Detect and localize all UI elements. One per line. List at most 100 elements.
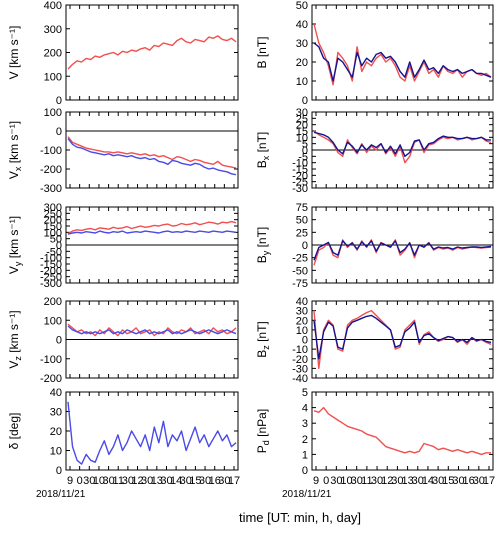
x-tick-label: 30 <box>330 475 342 487</box>
plot-frame <box>311 391 494 471</box>
y-tick-label: 25 <box>296 113 308 125</box>
y-tick-label: -75 <box>292 278 308 290</box>
x-tick-label: 14 <box>170 475 182 487</box>
y-tick-label: 10 <box>296 76 308 88</box>
x-tick-label: 30 <box>351 475 363 487</box>
y-tick-label: -40 <box>292 373 308 385</box>
x-tick-label: 16 <box>209 475 221 487</box>
y-tick-label: 30 <box>296 107 308 119</box>
y-tick-label: 200 <box>44 48 62 60</box>
series-line <box>67 401 237 465</box>
y-tick-label: -10 <box>292 344 308 356</box>
y-tick-label: 3 <box>302 418 308 430</box>
series-line <box>67 138 237 176</box>
panel-b: 0 10 20 30 40 50 B [nT] <box>255 0 494 107</box>
x-tick-label: 30 <box>432 475 444 487</box>
x-tick-label: 15 <box>442 475 454 487</box>
series-line <box>313 406 491 456</box>
x-tick-label: 30 <box>412 475 424 487</box>
y-tick-label: 0 <box>302 335 308 347</box>
x-tick-label: 13 <box>401 475 413 487</box>
x-tick-label: 0 <box>77 475 83 487</box>
x-tick-label: 30 <box>160 475 172 487</box>
y-axis-label: Vx [km s⁻¹] <box>7 121 23 179</box>
x-tick-label: 30 <box>199 475 211 487</box>
x-tick-label: 13 <box>151 475 163 487</box>
y-tick-label: 0 <box>302 240 308 252</box>
series-line <box>313 314 492 360</box>
x-tick-label: 9 <box>313 475 319 487</box>
y-tick-label: -15 <box>292 164 308 176</box>
y-tick-label: -250 <box>40 272 62 284</box>
y-tick-label: 100 <box>44 227 62 239</box>
series-line <box>313 131 491 158</box>
y-tick-label: 30 <box>50 407 62 419</box>
panel-vz: -200 -100 0 100 200 Vz [km s⁻¹] <box>7 296 239 385</box>
y-tick-label: -100 <box>40 253 62 265</box>
y-tick-label: 10 <box>50 446 62 458</box>
y-tick-label: 50 <box>50 234 62 246</box>
y-tick-label: 25 <box>296 227 308 239</box>
y-tick-label: 40 <box>296 19 308 31</box>
y-axis-label: Bz [nT] <box>255 321 271 358</box>
y-tick-label: 5 <box>302 139 308 151</box>
y-tick-label: -100 <box>40 354 62 366</box>
x-tick-label: 10 <box>340 475 352 487</box>
y-tick-label: -150 <box>40 259 62 271</box>
y-tick-label: 100 <box>44 71 62 83</box>
y-tick-label: -200 <box>40 373 62 385</box>
y-axis-label: Vy [km s⁻¹] <box>7 216 23 274</box>
x-axis-title: time [UT: min, h, day] <box>239 510 361 525</box>
date-label: 2018/11/21 <box>36 489 86 500</box>
y-axis-label: V [km s⁻¹] <box>7 26 21 80</box>
x-tick-label: 14 <box>422 475 434 487</box>
y-tick-label: 150 <box>44 221 62 233</box>
y-tick-label: 0 <box>56 240 62 252</box>
y-axis-label: Bx [nT] <box>255 132 271 169</box>
y-tick-label: 0 <box>302 465 308 477</box>
y-tick-label: -100 <box>40 145 62 157</box>
y-tick-label: 0 <box>56 126 62 138</box>
y-tick-label: 15 <box>296 126 308 138</box>
x-tick-label: 12 <box>381 475 393 487</box>
y-tick-label: 4 <box>302 403 308 415</box>
x-tick-label: 11 <box>113 475 124 487</box>
y-tick-label: 0 <box>302 95 308 107</box>
x-tick-label: 30 <box>83 475 95 487</box>
y-tick-label: -50 <box>292 265 308 277</box>
y-tick-label: 0 <box>56 95 62 107</box>
x-tick-label: 9 <box>67 475 73 487</box>
x-tick-label: 30 <box>141 475 153 487</box>
y-tick-label: 10 <box>296 325 308 337</box>
y-tick-label: -20 <box>292 354 308 366</box>
y-tick-label: 300 <box>44 24 62 36</box>
x-tick-label: 15 <box>189 475 201 487</box>
y-tick-label: 20 <box>296 57 308 69</box>
y-tick-label: -300 <box>40 183 62 195</box>
y-tick-label: -200 <box>40 265 62 277</box>
x-tick-label: 16 <box>463 475 475 487</box>
x-tick-label: 30 <box>452 475 464 487</box>
y-tick-label: -5 <box>298 151 308 163</box>
y-axis-label: δ [deg] <box>7 413 21 450</box>
series-line <box>313 42 492 82</box>
panel-vy: -300-250-200-150-100-5005010015020025030… <box>7 202 239 290</box>
x-tick-label: 30 <box>102 475 114 487</box>
y-tick-label: -30 <box>292 363 308 375</box>
y-axis-label: B [nT] <box>255 36 269 68</box>
series-line <box>67 323 237 337</box>
x-tick-label: 17 <box>483 475 495 487</box>
y-tick-label: 400 <box>44 0 62 12</box>
x-tick-label: 30 <box>180 475 192 487</box>
y-tick-label: -25 <box>292 177 308 189</box>
y-tick-label: 40 <box>50 387 62 399</box>
x-tick-label: 12 <box>131 475 143 487</box>
y-tick-label: 100 <box>44 315 62 327</box>
plot-frame <box>311 4 494 101</box>
